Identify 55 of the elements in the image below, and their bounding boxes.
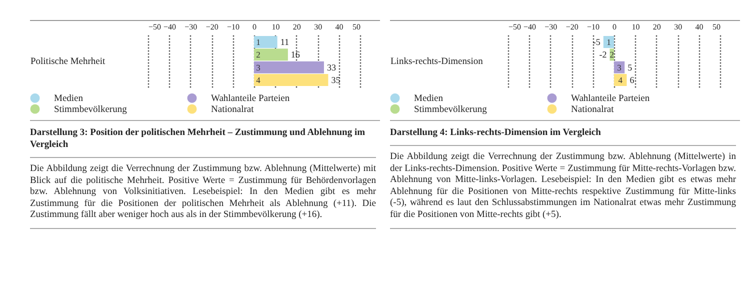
data-label: 5 (628, 62, 633, 72)
annotation: 3 (256, 62, 260, 72)
text: Darstellung 4: Links-rechts-Dimension im Vergleich (390, 121, 736, 146)
annotation: 4 (256, 74, 262, 85)
y-tick-label: Politische Mehrheit (30, 57, 106, 67)
legend-label: Stimmbevölkerung (54, 105, 128, 115)
legend-label: Nationalrat (211, 105, 254, 115)
annotation: 2 (610, 50, 614, 60)
annotation: 2 (256, 50, 260, 60)
x-tick-label: 0 (252, 22, 256, 32)
x-tick-label: 10 (632, 22, 640, 32)
legend-label: Stimmbevölkerung (414, 105, 488, 115)
x-tick-label: −50 (148, 22, 162, 32)
bar (254, 61, 324, 74)
x-tick-label: 50 (352, 22, 360, 32)
bar (254, 74, 328, 86)
x-tick-label: 40 (695, 22, 704, 32)
bar (254, 36, 278, 48)
data-label: 33 (326, 62, 336, 72)
text: Die Abbildung zeigt die Verrechnung der Zustimmung bzw. Ablehnung (Mittelwerte) in der Links-rechts-Dimension. Positive Werte = Zustimmung für Mitte-rechts-Vorlagen bzw. Ablehnung von Mitte-links-Vorlagen. Lesebeispiel: In den Medien gibt es etwas mehr Ablehnung für die Positionen von Mitte-rechts respektive Zustimmung für Mitte-links (-5), während es laut den Schlussabstimmungen im Nationalrat etwas mehr Zustimmung für die Positionen von Mitte-rechts gibt (+5). (390, 146, 736, 229)
annotation: 1 (606, 37, 611, 48)
annotation: 4 (618, 74, 624, 85)
x-tick-label: −20 (566, 22, 578, 32)
text: Die Abbildung zeigt die Verrechnung der Zustimmung bzw. Ablehnung (Mittelwerte) mit Blick auf die politische Mehrheit. Positive Werte = Zustimmung für Behördenvorlagen bzw. Ablehnung von Volksinitiativen. Lesebeispiel: In den Medien gibt es mehr Zustimmung für die Positionen der politischen Mehrheit als Ablehnung (+11). Die Zustimmung fällt aber weniger hoch aus als in der Stimmbevölkerung (+16). (30, 158, 376, 229)
x-tick-label: −40 (163, 22, 176, 32)
data-label: -5 (592, 37, 601, 48)
text: Darstellung 3: Position der politischen Mehrheit – Zustimmung und Ablehnung im Vergleich (30, 121, 376, 158)
x-tick-label: 0 (612, 22, 616, 32)
x-tick-label: 20 (292, 22, 301, 32)
legend-label: Wahlanteile Parteien (571, 94, 650, 104)
x-tick-label: 30 (314, 22, 322, 32)
annotation: 3 (617, 62, 622, 72)
annotation: 1 (256, 37, 260, 48)
x-tick-label: −40 (523, 22, 536, 32)
data-label: -2 (599, 50, 607, 60)
x-tick-label: 30 (674, 22, 682, 32)
legend-label: Wahlanteile Parteien (211, 94, 290, 104)
legend-label: Medien (414, 94, 444, 104)
x-tick-label: 10 (272, 22, 280, 32)
bar (254, 48, 288, 61)
legend-label: Nationalrat (571, 105, 614, 115)
x-tick-label: −50 (508, 22, 522, 32)
data-label: 6 (630, 74, 635, 85)
x-tick-label: −10 (587, 22, 600, 32)
x-tick-label: 20 (652, 22, 661, 32)
x-tick-label: −30 (544, 22, 558, 32)
legend-label: Medien (54, 94, 84, 104)
bar (603, 36, 614, 48)
x-tick-label: −20 (206, 22, 218, 32)
data-label: 11 (280, 37, 289, 48)
x-tick-label: −10 (227, 22, 240, 32)
x-tick-label: 50 (712, 22, 720, 32)
x-tick-label: 40 (335, 22, 344, 32)
y-tick-label: Links-rechts-Dimension (390, 57, 484, 67)
x-tick-label: −30 (184, 22, 198, 32)
